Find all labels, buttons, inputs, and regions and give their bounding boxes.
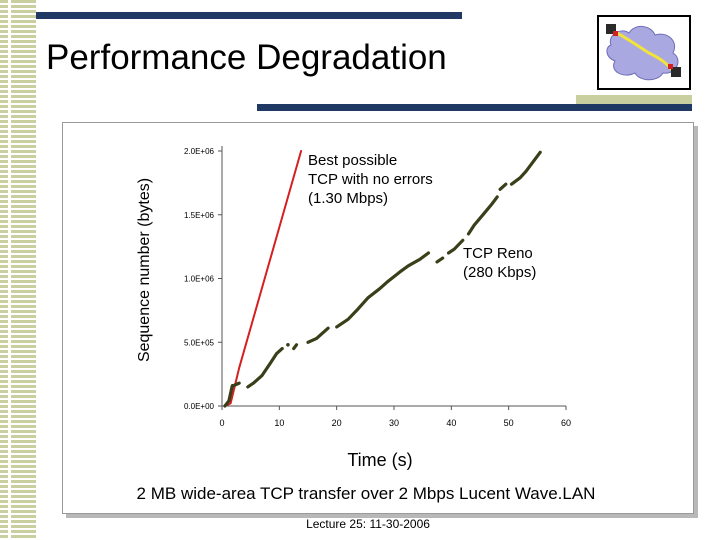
reno-series-segment xyxy=(335,251,430,329)
y-tick-label: 1.0E+06 xyxy=(184,275,215,284)
x-tick-label: 0 xyxy=(219,418,224,428)
x-tick-label: 30 xyxy=(389,418,399,428)
y-axis-label: Sequence number (bytes) xyxy=(136,177,153,363)
reno-series-segment xyxy=(292,343,299,351)
chart-frame xyxy=(62,122,694,514)
x-tick-label: 10 xyxy=(274,418,284,428)
ideal-series-line xyxy=(223,150,303,407)
annotation-ideal-line-3: (1.30 Mbps) xyxy=(308,190,389,207)
reno-series-segment xyxy=(306,326,330,344)
reno-series-segment xyxy=(509,150,542,186)
y-tick-label: 1.5E+06 xyxy=(184,211,215,220)
y-tick-label: 2.0E+06 xyxy=(184,147,215,156)
top-accent-bar xyxy=(36,12,462,19)
annotation-ideal-line-2: TCP with no errors xyxy=(308,171,433,188)
annotation-reno-line-2: (280 Kbps) xyxy=(463,264,537,281)
annotation-reno: TCP Reno (280 Kbps) xyxy=(463,244,536,282)
reno-series-point xyxy=(286,343,290,347)
x-tick-label: 60 xyxy=(561,418,571,428)
reno-series-segment xyxy=(466,195,499,236)
x-tick-label: 40 xyxy=(446,418,456,428)
x-tick-label: 50 xyxy=(504,418,514,428)
annotation-ideal: Best possible TCP with no errors (1.30 M… xyxy=(308,151,433,208)
reno-series-segment xyxy=(223,384,234,408)
x-tick-label: 20 xyxy=(332,418,342,428)
y-tick-label: 5.0E+05 xyxy=(184,338,215,347)
x-axis-label: Time (s) xyxy=(347,450,413,470)
left-decorative-stripe xyxy=(0,0,36,540)
annotation-reno-line-1: TCP Reno xyxy=(463,245,533,262)
reno-series-segment xyxy=(446,238,465,255)
y-tick-label: 0.0E+00 xyxy=(184,402,215,411)
reno-series-segment xyxy=(246,347,284,389)
title-underline-bar xyxy=(257,104,692,111)
slide-title: Performance Degradation xyxy=(46,38,447,77)
slide-footer: Lecture 25: 11-30-2006 xyxy=(306,517,430,531)
chart-caption: 2 MB wide-area TCP transfer over 2 Mbps … xyxy=(136,484,596,503)
olive-accent-bar xyxy=(576,95,692,105)
reno-series-segment xyxy=(435,256,445,264)
annotation-ideal-line-1: Best possible xyxy=(308,152,398,169)
reno-series-segment xyxy=(498,182,508,191)
network-cloud-icon xyxy=(597,15,691,90)
reno-series-segment xyxy=(231,381,241,388)
